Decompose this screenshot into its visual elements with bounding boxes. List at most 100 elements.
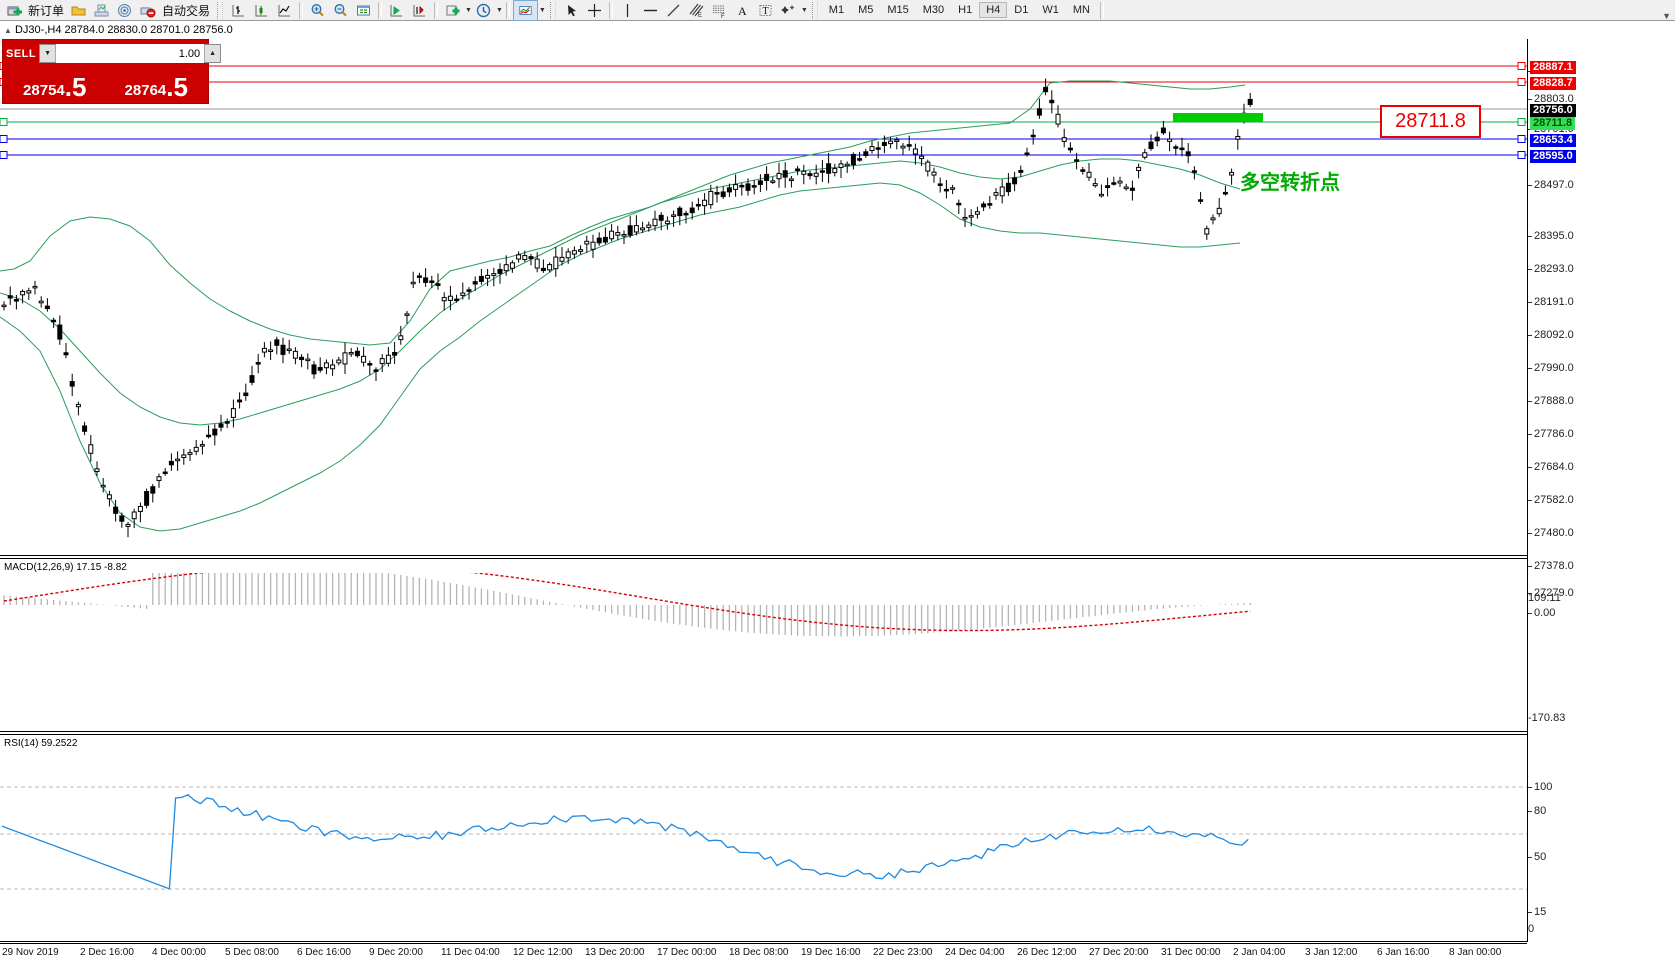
auto-scroll-icon[interactable] [408, 1, 431, 20]
data-window-icon[interactable] [352, 1, 375, 20]
new-order-label[interactable]: 新订单 [28, 3, 65, 18]
time-tick: 27 Dec 20:00 [1089, 947, 1149, 958]
indicators-icon[interactable] [441, 1, 464, 20]
macd-scale-bottom: -170.83 [1528, 712, 1566, 724]
volume-input[interactable] [56, 44, 205, 63]
toolbar-separator [434, 1, 439, 19]
timeframe-h1[interactable]: H1 [958, 4, 973, 16]
timeframe-w1[interactable]: W1 [1042, 4, 1059, 16]
time-tick: 6 Jan 16:00 [1377, 947, 1430, 958]
rsi-pane-top-border2 [0, 734, 1527, 735]
toolbar-separator [299, 1, 304, 19]
zoom-out-icon[interactable] [329, 1, 352, 20]
price-tick: 28395.0 [1528, 230, 1574, 242]
price-label-28653: 28653.4 [1530, 134, 1576, 147]
price-tick: 27480.0 [1528, 527, 1574, 539]
buy-button[interactable]: BUY [224, 47, 249, 60]
rsi-scale-80: 80 [1528, 805, 1546, 817]
new-order-icon[interactable] [2, 1, 25, 20]
text-label-icon[interactable]: T [754, 1, 777, 20]
sell-price-integer: 28754 [23, 82, 65, 99]
one-click-trading-panel[interactable]: SELL ▼ ▲ BUY 28754.5 28764.5 [2, 39, 248, 104]
cursor-icon[interactable] [560, 1, 583, 20]
trendline-icon[interactable] [662, 1, 685, 20]
folder-icon[interactable] [67, 1, 90, 20]
volume-increase-icon[interactable]: ▲ [204, 45, 221, 62]
rsi-pane-top-border [0, 731, 1527, 732]
templates-icon[interactable] [512, 0, 538, 21]
timeframe-m30[interactable]: M30 [922, 4, 945, 16]
price-tick: 27888.0 [1528, 395, 1574, 407]
profiles-icon[interactable] [90, 1, 113, 20]
sell-price[interactable]: 28754.5 [5, 67, 105, 101]
rsi-header: RSI(14) 59.2522 [4, 738, 78, 749]
fibonacci-icon[interactable]: F [708, 1, 731, 20]
period-icon[interactable] [472, 1, 495, 20]
price-tick: 27582.0 [1528, 494, 1574, 506]
candlestick-chart-icon[interactable] [250, 1, 273, 20]
objects-icon[interactable] [777, 1, 800, 20]
toolbar-separator [1099, 1, 1104, 19]
price-annotation-box: 28711.8 [1380, 105, 1481, 138]
crosshair-icon[interactable] [583, 1, 606, 20]
buy-price[interactable]: 28764.5 [106, 67, 206, 101]
sell-price-fraction: .5 [64, 71, 87, 102]
vertical-line-icon[interactable] [616, 1, 639, 20]
timeframe-h4[interactable]: H4 [979, 2, 1008, 18]
rsi-scale-0: 0 [1528, 923, 1535, 935]
toolbar-overflow-chevron[interactable]: ▼ [1662, 11, 1671, 21]
timeframe-d1[interactable]: D1 [1014, 4, 1029, 16]
equidistant-channel-icon[interactable]: E [685, 1, 708, 20]
svg-text:T: T [762, 6, 768, 17]
time-tick: 18 Dec 08:00 [729, 947, 789, 958]
auto-trading-label[interactable]: 自动交易 [162, 3, 211, 18]
time-tick: 2 Jan 04:00 [1233, 947, 1286, 958]
volume-decrease-icon[interactable]: ▼ [40, 45, 57, 62]
time-tick: 12 Dec 12:00 [513, 947, 573, 958]
timeframe-m1[interactable]: M1 [828, 4, 845, 16]
time-tick: 13 Dec 20:00 [585, 947, 645, 958]
bar-chart-icon[interactable] [227, 1, 250, 20]
candlestick-series [0, 78, 1253, 538]
price-tick: 27786.0 [1528, 428, 1574, 440]
toolbar-separator [608, 1, 613, 19]
price-scale[interactable]: 28905.0 28803.0 28701.0 28497.0 28395.0 … [1527, 39, 1675, 942]
auto-trading-icon[interactable] [136, 1, 159, 20]
period-dropdown-caret[interactable]: ▼ [495, 6, 503, 14]
rsi-scale-50: 50 [1528, 851, 1546, 863]
price-tick: 27279.0 [1528, 587, 1574, 599]
objects-dropdown-caret[interactable]: ▼ [800, 6, 808, 14]
timeframe-mn[interactable]: MN [1072, 4, 1090, 16]
rsi-scale-100: 100 [1528, 781, 1552, 793]
time-tick: 6 Dec 16:00 [297, 947, 351, 958]
sell-button[interactable]: SELL [6, 47, 37, 60]
price-tick: 27990.0 [1528, 362, 1574, 374]
indicators-dropdown-caret[interactable]: ▼ [465, 6, 472, 14]
collapse-triangle-icon[interactable]: ▲ [4, 26, 12, 35]
time-tick: 17 Dec 00:00 [657, 947, 717, 958]
volume-stepper[interactable]: ▼ ▲ [39, 44, 222, 63]
templates-dropdown-caret[interactable]: ▼ [538, 6, 546, 14]
trade-panel-controls: SELL ▼ ▲ BUY [3, 40, 248, 67]
toolbar-grip [217, 1, 224, 19]
horizontal-line-icon[interactable] [639, 1, 662, 20]
rsi-scale-15: 15 [1528, 906, 1546, 918]
price-tick: 28092.0 [1528, 329, 1574, 341]
highlight-marker [1173, 113, 1263, 122]
price-label-28595: 28595.0 [1530, 150, 1576, 163]
chart-canvas[interactable]: ▲ DJ30-,H4 28784.0 28830.0 28701.0 28756… [0, 21, 1675, 958]
text-icon[interactable]: A [731, 1, 754, 20]
zoom-in-icon[interactable] [306, 1, 329, 20]
timeframe-m5[interactable]: M5 [858, 4, 874, 16]
timeframe-m15[interactable]: M15 [887, 4, 909, 16]
time-tick: 31 Dec 00:00 [1161, 947, 1221, 958]
macd-series [3, 573, 1251, 637]
price-label-28711: 28711.8 [1530, 117, 1576, 130]
chart-shift-icon[interactable] [385, 1, 408, 20]
macd-pane-top-border [0, 555, 1527, 556]
market-watch-icon[interactable] [113, 1, 136, 20]
line-chart-icon[interactable] [273, 1, 296, 20]
toolbar-separator [505, 1, 510, 19]
toolbar-separator [378, 1, 383, 19]
time-tick: 3 Jan 12:00 [1305, 947, 1358, 958]
